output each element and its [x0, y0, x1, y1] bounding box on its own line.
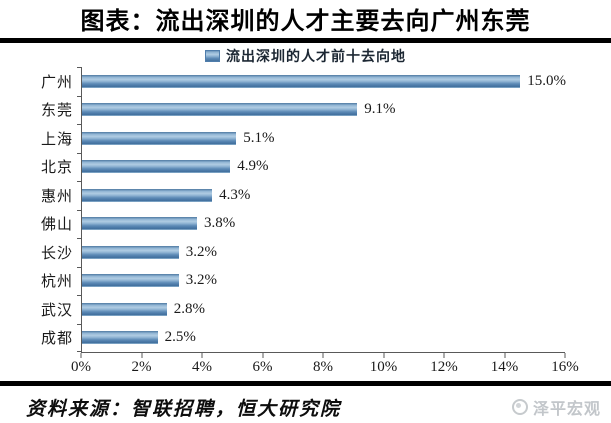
bar	[82, 302, 167, 316]
bar-row: 上海 5.1%	[41, 124, 566, 153]
bar	[82, 245, 179, 259]
legend-marker-icon	[205, 49, 220, 62]
legend-label: 流出深圳的人才前十去向地	[226, 49, 406, 65]
brand-logo-icon	[511, 399, 528, 415]
y-axis-tick	[77, 266, 82, 268]
value-label: 3.2%	[185, 243, 218, 260]
bar-row: 东莞 9.1%	[41, 95, 566, 125]
bar	[82, 188, 213, 202]
y-axis-tick	[77, 124, 82, 125]
bar	[82, 331, 158, 345]
x-axis-tick-label: 6%	[252, 359, 273, 375]
x-axis-tick-label: 4%	[192, 359, 212, 375]
x-axis-tick-label: 14%	[490, 359, 519, 375]
page-title: 图表：流出深圳的人才主要去向广州东莞	[80, 9, 531, 35]
x-axis-tick-label: 10%	[369, 359, 398, 375]
category-label: 北京	[40, 160, 73, 177]
category-label: 杭州	[40, 274, 73, 291]
category-label: 武汉	[40, 302, 73, 319]
bar	[82, 217, 197, 231]
x-axis-tick-label: 0%	[71, 359, 91, 375]
value-label: 3.2%	[185, 272, 218, 289]
bar-row: 长沙 3.2%	[41, 238, 566, 267]
x-axis-tick	[564, 353, 566, 358]
value-label: 15.0%	[527, 72, 566, 89]
x-axis-tick	[322, 353, 324, 358]
y-axis-tick	[77, 152, 82, 154]
bar	[82, 103, 358, 117]
footer-divider	[0, 381, 611, 386]
x-axis-tick	[141, 353, 142, 358]
category-label: 东莞	[40, 103, 73, 120]
bar-row: 佛山 3.8%	[41, 209, 566, 239]
category-label: 长沙	[40, 245, 73, 262]
value-label: 9.1%	[364, 101, 396, 118]
x-axis-tick	[80, 353, 82, 358]
x-axis-tick	[383, 353, 384, 358]
title-divider	[0, 38, 611, 43]
footer: 资料来源：智联招聘，恒大研究院 泽平宏观	[0, 391, 611, 423]
brand-logo-label: 泽平宏观	[532, 401, 601, 418]
x-axis-tick-label: 8%	[313, 359, 333, 375]
bar-row: 杭州 3.2%	[41, 266, 566, 296]
chart-legend: 流出深圳的人才前十去向地	[0, 46, 611, 65]
x-axis: 0% 2% 4% 6% 8% 10% 12% 14% 16%	[71, 352, 579, 379]
y-axis-tick	[77, 209, 82, 211]
category-label: 成都	[40, 331, 73, 348]
category-label: 佛山	[40, 217, 73, 234]
bar-row: 广州 15.0%	[41, 67, 566, 96]
y-axis-tick	[77, 351, 82, 352]
y-axis-tick	[77, 181, 82, 182]
x-axis-tick-label: 2%	[131, 359, 152, 375]
category-label: 广州	[40, 74, 73, 91]
data-source-text: 资料来源：智联招聘，恒大研究院	[26, 398, 342, 420]
x-axis-tick	[201, 353, 203, 358]
bar-row: 成都 2.5%	[41, 323, 566, 353]
x-axis-tick-label: 16%	[551, 359, 579, 375]
y-axis-tick	[77, 238, 82, 239]
zeping-macro-logo: 泽平宏观	[511, 395, 601, 419]
value-label: 2.8%	[173, 300, 205, 317]
y-axis-tick	[77, 67, 82, 68]
bar	[82, 160, 231, 174]
x-axis-tick	[262, 353, 263, 358]
bar	[82, 274, 179, 288]
x-axis-tick-label: 12%	[430, 359, 458, 375]
bar-row: 武汉 2.8%	[41, 295, 566, 324]
bar	[82, 131, 237, 145]
value-label: 4.3%	[219, 186, 251, 203]
y-axis-tick	[77, 95, 82, 97]
y-axis-tick	[77, 323, 82, 325]
category-label: 惠州	[40, 188, 73, 205]
bar	[82, 74, 521, 88]
value-label: 3.8%	[203, 215, 236, 232]
value-label: 4.9%	[237, 158, 269, 175]
value-label: 5.1%	[243, 129, 275, 146]
x-axis-tick	[504, 353, 505, 358]
bar-row: 北京 4.9%	[41, 152, 566, 182]
x-axis-tick	[443, 353, 445, 358]
category-label: 上海	[40, 131, 73, 148]
value-label: 2.5%	[164, 329, 196, 346]
bar-row: 惠州 4.3%	[41, 181, 566, 210]
y-axis-tick	[77, 295, 82, 296]
plot-area: 广州 15.0% 东莞 9.1% 上海 5.1% 北京 4.9% 惠州 4.3% 佛山 3.8% 长沙 3…	[41, 67, 566, 353]
